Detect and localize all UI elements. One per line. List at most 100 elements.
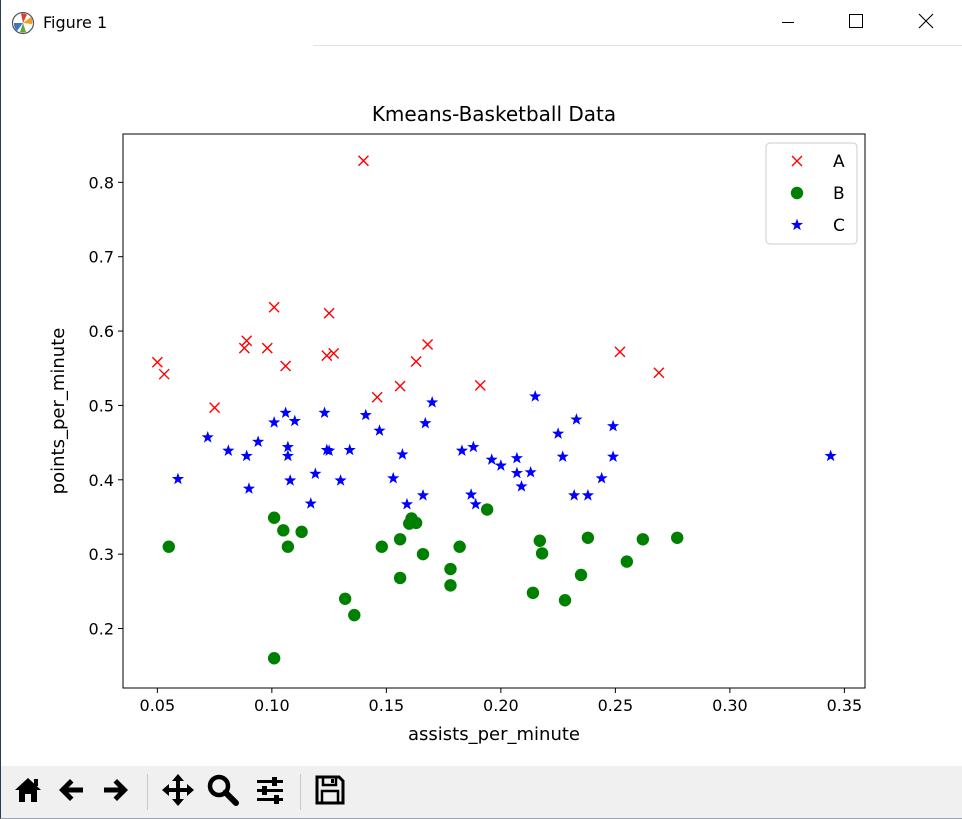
magnifier-icon: [206, 773, 240, 811]
series-c-point: [510, 466, 523, 479]
arrow-left-icon: [55, 774, 87, 810]
zoom-button[interactable]: [204, 773, 242, 811]
series-c-point: [252, 435, 265, 448]
series-c-point: [469, 497, 482, 510]
series-b-point: [671, 531, 684, 544]
y-tick-label: 0.5: [89, 396, 114, 415]
legend-marker-b: [790, 186, 804, 200]
series-c-point: [343, 443, 356, 456]
series-c-point: [318, 406, 331, 419]
series-c-point: [171, 472, 185, 485]
series-c-point: [556, 450, 569, 462]
series-c-point: [304, 497, 317, 509]
series-a-point: [328, 347, 340, 359]
series-c-point: [607, 419, 620, 432]
series-a-point: [280, 360, 292, 372]
series-a-point: [268, 301, 280, 313]
legend-marker-a: [791, 155, 803, 167]
series-b-point: [162, 540, 176, 553]
home-icon: [12, 774, 44, 810]
series-c-point: [455, 444, 469, 456]
home-button[interactable]: [9, 773, 47, 811]
series-a-point: [321, 350, 333, 362]
series-b-point: [338, 592, 352, 605]
minimize-button[interactable]: [765, 0, 811, 46]
series-b-point: [416, 547, 430, 561]
series-b-point: [295, 525, 308, 539]
pan-button[interactable]: [159, 773, 197, 811]
series-a-point: [209, 402, 221, 414]
series-b-point: [393, 533, 407, 546]
series-c-point: [281, 440, 294, 453]
series-c-point: [510, 451, 523, 464]
series-b-point: [526, 586, 540, 600]
series-c-point: [396, 448, 409, 460]
close-button[interactable]: [903, 0, 949, 46]
arrow-right-icon: [100, 774, 132, 810]
x-axis-label: assists_per_minute: [408, 724, 580, 745]
series-b-point: [480, 503, 494, 516]
series-a-point: [653, 367, 665, 379]
configure-subplots-button[interactable]: [251, 773, 289, 811]
series-c-point: [529, 390, 542, 402]
series-b-point: [581, 531, 595, 544]
title-bar-divider: [313, 45, 962, 46]
series-c-point: [552, 427, 565, 439]
minimize-icon: [781, 14, 795, 33]
series-c-point: [494, 459, 507, 471]
forward-button[interactable]: [97, 773, 135, 811]
x-tick-label: 0.25: [598, 696, 634, 715]
close-icon: [918, 13, 934, 33]
window-title: Figure 1: [43, 13, 108, 32]
x-tick-label: 0.10: [254, 696, 290, 715]
legend-label-b: B: [833, 184, 845, 204]
toolbar-separator: [147, 774, 148, 810]
title-bar[interactable]: Figure 1: [1, 0, 962, 46]
series-a-point: [614, 346, 626, 358]
floppy-icon: [314, 774, 346, 810]
series-c-point: [485, 453, 498, 465]
series-c-point: [400, 497, 414, 510]
series-b-point: [453, 540, 466, 553]
series-a-point: [410, 356, 422, 368]
series-b-point: [409, 516, 423, 530]
series-b-point: [558, 594, 572, 607]
series-b-point: [535, 547, 549, 560]
series-c-point: [288, 414, 301, 427]
series-c-point: [524, 465, 537, 478]
legend-label-a: A: [833, 152, 845, 172]
series-c-point: [515, 480, 528, 492]
series-a-point: [261, 342, 273, 354]
legend-marker-c: [790, 218, 804, 231]
save-button[interactable]: [311, 773, 349, 811]
back-button[interactable]: [52, 773, 90, 811]
y-tick-label: 0.3: [89, 545, 114, 564]
series-a-point: [371, 391, 383, 403]
x-tick-label: 0.35: [827, 696, 863, 715]
series-c-point: [387, 471, 400, 484]
maximize-icon: [848, 13, 864, 33]
scatter-chart: 0.05 0.10 0.15 0.20 0.25 0.30 0.35 0.2 0.3 0.4 0.5…: [48, 102, 866, 745]
series-b-point: [444, 579, 457, 592]
x-tick-label: 0.30: [712, 696, 748, 715]
series-c-point: [279, 406, 292, 419]
y-tick-label: 0.8: [89, 173, 114, 192]
plot-canvas[interactable]: 0.05 0.10 0.15 0.20 0.25 0.30 0.35 0.2 0.3 0.4 0.5…: [1, 46, 962, 766]
maximize-button[interactable]: [833, 0, 879, 46]
series-c-point: [426, 396, 439, 408]
toolbar-separator: [300, 774, 301, 810]
series-b-point: [620, 555, 634, 568]
series-b-point: [267, 511, 281, 524]
y-axis-label: points_per_minute: [48, 328, 69, 495]
series-b-point: [393, 571, 407, 585]
series-a-point: [394, 380, 406, 392]
series-c-point: [359, 408, 372, 421]
series-b-point: [533, 534, 547, 547]
series-c-point: [568, 489, 581, 501]
legend-label-c: C: [833, 216, 845, 236]
series-b-point: [375, 540, 388, 553]
x-tick-label: 0.20: [483, 696, 519, 715]
series-c-point: [581, 489, 594, 501]
series-a-point: [158, 368, 170, 380]
